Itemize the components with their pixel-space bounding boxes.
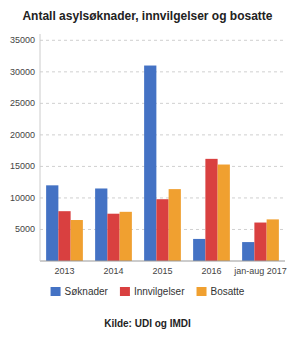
- bar: [267, 219, 279, 261]
- y-tick-label: 25000: [10, 98, 35, 108]
- bars: [46, 66, 279, 261]
- legend-swatch: [197, 287, 207, 296]
- x-tick-label: 2015: [152, 266, 172, 276]
- grid-line: [40, 103, 285, 104]
- legend: Søknader Innvilgelser Bosatte: [51, 286, 245, 297]
- y-tick-label: 20000: [10, 130, 35, 140]
- bar: [58, 211, 70, 261]
- grid-line: [40, 134, 285, 135]
- bar: [254, 223, 266, 261]
- y-tick-label: 15000: [10, 161, 35, 171]
- y-tick-label: 10000: [10, 193, 35, 203]
- bar: [71, 220, 83, 261]
- legend-label: Innvilgelser: [134, 286, 185, 297]
- bar: [144, 66, 156, 261]
- x-tick-label: 2014: [103, 266, 123, 276]
- grid-line: [40, 197, 285, 198]
- bar: [156, 199, 168, 261]
- legend-label: Bosatte: [211, 286, 245, 297]
- bar: [46, 185, 58, 261]
- bar: [107, 214, 119, 261]
- y-axis-line: [40, 34, 41, 261]
- bar: [120, 212, 132, 261]
- bar: [218, 165, 230, 261]
- bar: [193, 239, 205, 261]
- bar: [95, 188, 107, 261]
- x-tick-label: jan-aug 2017: [233, 266, 287, 276]
- source-note: Kilde: UDI og IMDI: [104, 318, 191, 329]
- bar: [169, 189, 181, 261]
- grid-line: [40, 166, 285, 167]
- legend-label: Søknader: [65, 286, 109, 297]
- chart-svg: Antall asylsøknader, innvilgelser og bos…: [0, 0, 295, 337]
- bar: [205, 159, 217, 261]
- bar: [242, 242, 254, 261]
- x-axis-line: [40, 261, 285, 262]
- y-tick-label: 35000: [10, 35, 35, 45]
- grid-line: [40, 40, 285, 41]
- y-tick-label: 30000: [10, 67, 35, 77]
- chart-title: Antall asylsøknader, innvilgelser og bos…: [22, 9, 272, 23]
- x-tick-label: 2013: [54, 266, 74, 276]
- chart-container: Antall asylsøknader, innvilgelser og bos…: [0, 0, 295, 337]
- x-tick-label: 2016: [201, 266, 221, 276]
- grid-line: [40, 71, 285, 72]
- y-tick-label: 5000: [15, 224, 35, 234]
- legend-swatch: [120, 287, 130, 296]
- legend-swatch: [51, 287, 61, 296]
